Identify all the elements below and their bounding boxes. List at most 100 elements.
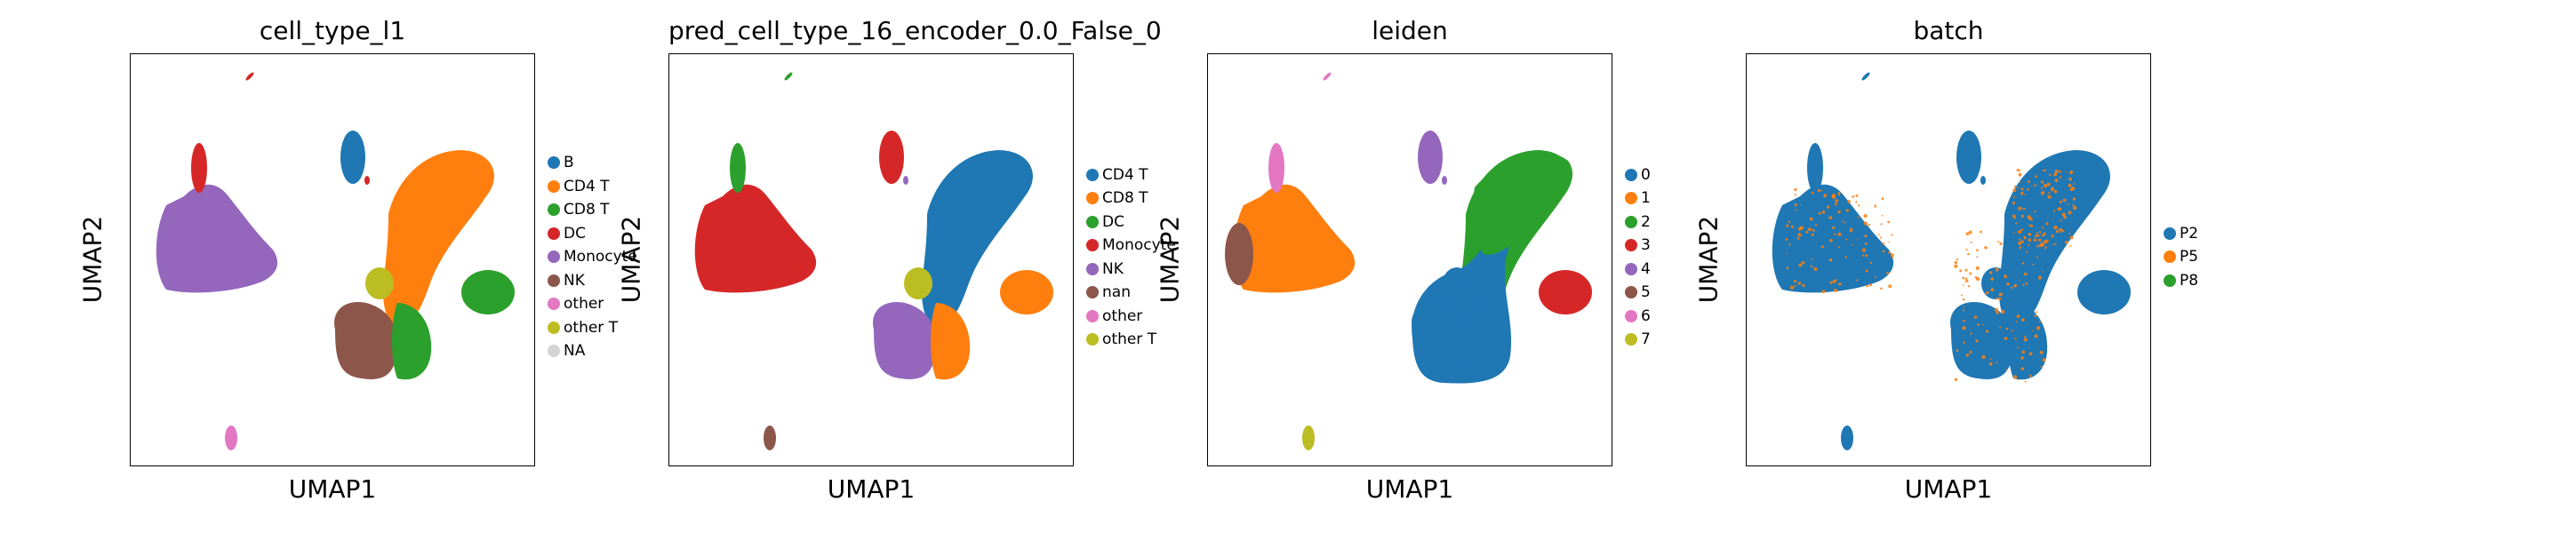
legend-label: 3 [1641, 236, 1651, 254]
cluster-tcellTop-upper [1473, 153, 1573, 255]
speckle-point [2026, 251, 2028, 253]
speckle-point [1877, 234, 1880, 235]
speckle-point [1837, 193, 1840, 195]
legend-entry: other [548, 295, 604, 313]
legend-label: 2 [1641, 212, 1651, 231]
speckle-point [1832, 280, 1836, 283]
speckle-point [2034, 334, 2038, 338]
speckle-point [2044, 246, 2047, 249]
legend-label: other [1102, 306, 1143, 325]
speckle-point [1788, 243, 1791, 246]
legend-marker [1625, 333, 1637, 346]
speckle-point [2014, 217, 2016, 219]
speckle-point [2024, 380, 2027, 383]
speckle-point [1954, 378, 1958, 381]
speckle-point [2049, 173, 2052, 177]
speckle-point [1835, 199, 1839, 203]
cluster-tcellTop [921, 150, 1033, 330]
speckle-point [1969, 350, 1972, 354]
speckle-point [1797, 282, 1802, 285]
speckle-point [1959, 269, 1963, 273]
legend-marker [2164, 227, 2176, 240]
legend-marker [1625, 262, 1637, 275]
cluster-bottom [1950, 302, 2013, 379]
speckle-point [1856, 279, 1859, 282]
speckle-point [1811, 233, 1814, 236]
speckle-point [2025, 282, 2028, 285]
speckle-point [1865, 254, 1868, 258]
speckle-point [2069, 245, 2072, 248]
speckle-point [2020, 367, 2024, 370]
speckle-point [1886, 271, 1889, 274]
legend-entry: 6 [1625, 307, 1651, 325]
legend-entry: CD4 T [548, 178, 610, 195]
speckle-point [2040, 365, 2043, 368]
speckle-point [2021, 318, 2025, 322]
plot-area [1207, 53, 1612, 466]
legend-label: 6 [1641, 306, 1651, 325]
speckle-point [1954, 264, 1958, 268]
speckle-point [2005, 327, 2009, 330]
speckle-point [2019, 181, 2021, 184]
legend-label: CD4 T [564, 177, 610, 195]
speckle-point [1975, 276, 1980, 282]
speckle-point [2045, 222, 2049, 226]
cluster-otherT [1981, 267, 2010, 299]
speckle-point [1788, 220, 1791, 224]
legend-entry: Monocyte [1086, 236, 1176, 254]
cluster-tcellTop [1998, 150, 2110, 330]
speckle-point [2046, 182, 2051, 187]
speckle-point [2006, 282, 2010, 286]
speckle-point [2052, 243, 2054, 246]
legend-entry: 5 [1625, 283, 1651, 301]
speckle-point [1832, 226, 1836, 229]
speckle-point [1821, 211, 1826, 214]
legend-marker [1086, 262, 1099, 275]
speckle-point [1849, 228, 1853, 233]
speckle-point [1974, 315, 1978, 319]
speckle-point [1999, 326, 2002, 329]
speckle-point [1869, 261, 1872, 265]
speckle-point [1823, 194, 1828, 198]
speckle-point [1868, 223, 1870, 227]
speckle-point [1965, 248, 1968, 251]
legend-marker [1625, 215, 1637, 228]
speckle-point [1786, 266, 1789, 270]
legend-entry: NA [548, 342, 585, 360]
speckle-point [1814, 224, 1818, 227]
speckle-point [2065, 171, 2068, 173]
speckle-point [2023, 272, 2028, 276]
speckle-point [1799, 226, 1804, 230]
speckle-point [1821, 290, 1826, 294]
speckle-point [2059, 170, 2062, 173]
speckle-point [1982, 323, 1984, 326]
speckle-point [2022, 283, 2025, 286]
speckle-point [1861, 248, 1867, 252]
legend-label: 0 [1641, 165, 1651, 184]
cluster-topmark [1861, 72, 1870, 81]
legend-marker [1625, 168, 1637, 181]
speckle-point [1863, 213, 1868, 219]
speckle-point [1786, 252, 1788, 255]
speckle-point [1866, 284, 1868, 288]
legend-entry: CD8 T [1086, 189, 1148, 207]
speckle-point [2041, 187, 2044, 189]
speckle-point [1812, 228, 1815, 232]
speckle-point [2062, 198, 2067, 203]
speckle-point [1837, 246, 1840, 249]
speckle-point [1810, 265, 1813, 267]
speckle-point [2053, 227, 2056, 229]
cluster-tcellTop [382, 150, 494, 330]
speckle-point [2028, 352, 2033, 356]
plot-area [668, 53, 1074, 466]
cluster-otherT [1443, 267, 1471, 299]
speckle-point [2013, 283, 2017, 288]
speckle-point [2035, 175, 2037, 179]
cluster-bspeck [903, 176, 908, 185]
legend-label: 1 [1641, 189, 1651, 207]
legend-marker [2164, 274, 2176, 287]
speckle-point [2043, 191, 2044, 194]
speckle-point [2027, 215, 2031, 219]
legend-entry: NK [548, 272, 585, 290]
speckle-point [2028, 243, 2029, 246]
